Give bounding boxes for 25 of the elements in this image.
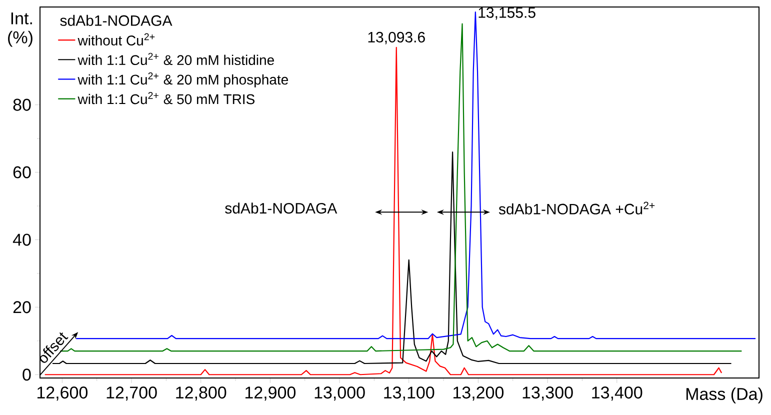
x-tick-label: 13,200 (454, 386, 504, 401)
x-tick-label: 12,900 (245, 386, 296, 401)
annotation: 13,093.6 (368, 32, 425, 44)
legend-label: with 1:1 Cu$^{2+}$ & 50 mM TRIS (78, 92, 255, 104)
annotation: sdAb1-NODAGA (225, 202, 338, 214)
legend-label: with 1:1 Cu$^{2+}$ & 20 mM phosphate (78, 72, 288, 88)
x-tick-label: 13,300 (522, 386, 573, 401)
y-tick-label: 0 (22, 368, 31, 381)
annotation: sdAb1-NODAGA +Cu$^{2+}$ (498, 202, 655, 214)
y-tick-label: 20 (13, 301, 31, 314)
x-tick-label: 13,400 (592, 386, 642, 401)
y-tick-label: 80 (13, 98, 31, 111)
legend-label: with 1:1 Cu$^{2+}$ & 20 mM histidine (78, 52, 274, 66)
legend-label: without Cu$^{2+}$ (78, 33, 155, 46)
legend-title: sdAb1-NODAGA (60, 14, 172, 26)
x-tick-label: 12,600 (37, 386, 88, 401)
annotation: 13,155.5 (478, 7, 536, 20)
x-axis-title: Mass (Da) (686, 388, 762, 404)
y-tick-label: 60 (13, 166, 31, 178)
x-tick-label: 12,700 (106, 386, 157, 401)
y-axis-title: Int. (%) (8, 12, 32, 47)
x-tick-label: 13,000 (314, 386, 365, 401)
y-tick-label: 40 (12, 234, 31, 246)
x-tick-label: 12,800 (176, 386, 226, 401)
x-tick-label: 13,100 (384, 386, 434, 401)
